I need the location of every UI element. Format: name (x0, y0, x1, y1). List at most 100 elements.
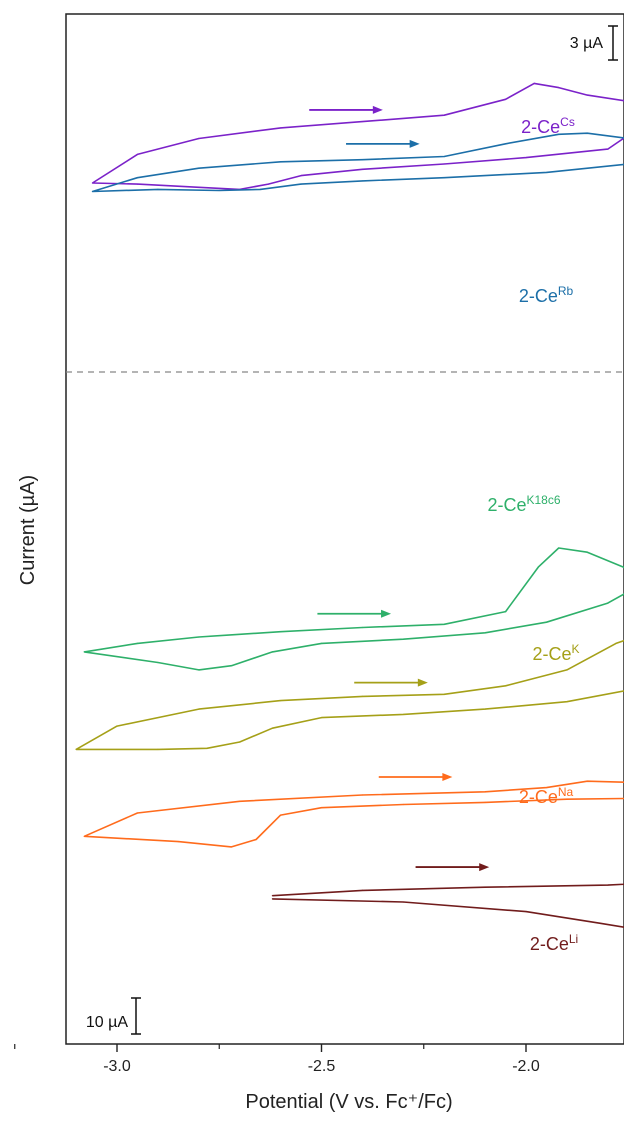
data-point (361, 180, 363, 182)
data-point (198, 636, 200, 638)
data-point (402, 713, 404, 716)
data-point (157, 188, 159, 190)
x-tick-label: -2.0 (512, 1058, 540, 1075)
trace-label: 2-CeLi (530, 932, 578, 954)
data-point (320, 717, 323, 719)
data-point (280, 127, 282, 129)
arrow-head (381, 609, 392, 618)
scale-bar-label: 10 µA (86, 1014, 128, 1031)
data-point (239, 741, 241, 743)
data-point (361, 695, 363, 698)
x-tick-label: -3.0 (103, 1058, 131, 1075)
data-point (361, 159, 363, 161)
data-point (361, 120, 363, 123)
data-point (239, 800, 241, 802)
data-point (198, 186, 200, 188)
arrow-head (417, 678, 428, 687)
x-axis: -3.0-2.5-2.0-1.5-1.0 (14, 1044, 540, 1075)
data-point (136, 177, 139, 179)
trace-label-base: 2-Ce (487, 495, 526, 515)
trace-k: 2-CeK (75, 639, 624, 751)
data-point (484, 632, 486, 634)
trace-label: 2-CeNa (519, 785, 574, 807)
data-point (230, 665, 233, 667)
data-point (83, 835, 85, 837)
data-point (566, 669, 568, 671)
data-point (533, 82, 535, 84)
trace-rb: 2-CeRb (91, 132, 624, 306)
data-point (177, 841, 179, 843)
data-point (566, 798, 568, 800)
data-point (206, 747, 208, 749)
data-point (607, 884, 609, 886)
data-point (504, 98, 507, 100)
trace-label: 2-CeK (532, 642, 579, 664)
trace-label-base: 2-Ce (532, 644, 571, 664)
data-point (255, 838, 257, 841)
data-point (443, 623, 445, 625)
data-point (271, 898, 274, 900)
trace-label-superscript: K (572, 642, 580, 656)
arrow-head (442, 772, 453, 781)
data-point (558, 133, 560, 135)
data-point (525, 157, 527, 159)
data-point (136, 183, 139, 185)
trace-label-superscript: Rb (558, 284, 574, 298)
trace-label: 2-CeCs (521, 115, 575, 137)
plot-frame (65, 13, 624, 1045)
data-point (230, 846, 233, 848)
data-point (280, 700, 282, 702)
data-point (271, 727, 274, 729)
data-point (607, 602, 609, 604)
data-point (157, 748, 159, 751)
data-point (615, 642, 617, 645)
trace-label: 2-CeRb (519, 284, 574, 306)
trace-label-superscript: Cs (560, 115, 575, 129)
data-point (484, 708, 486, 710)
data-point (504, 685, 507, 687)
x-tick-label: -2.5 (308, 1058, 336, 1075)
cv-curve (272, 883, 624, 928)
data-point (607, 148, 609, 150)
data-point (586, 551, 588, 553)
data-point (198, 708, 200, 710)
data-point (136, 812, 139, 814)
data-point (566, 701, 568, 703)
data-point (402, 803, 404, 806)
data-point (75, 748, 77, 751)
cv-curve (75, 639, 624, 751)
arrow-head (409, 139, 420, 148)
data-point (599, 922, 601, 924)
data-point (271, 895, 274, 897)
scale-bar-label: 3 µA (570, 35, 604, 52)
data-point (320, 807, 323, 809)
cv-curve (83, 780, 624, 848)
data-point (300, 183, 302, 185)
trace-k18c6: 2-CeK18c6 (83, 493, 624, 671)
data-point (116, 725, 118, 727)
data-point (136, 153, 139, 156)
data-point (443, 163, 445, 165)
data-point (545, 621, 548, 623)
trace-label-base: 2-Ce (519, 787, 558, 807)
data-point (136, 642, 139, 645)
trace-label-base: 2-Ce (530, 934, 569, 954)
data-point (586, 780, 588, 782)
data-point (484, 886, 486, 888)
data-point (198, 137, 200, 140)
arrow-head (372, 105, 383, 114)
data-point (267, 183, 269, 185)
data-point (280, 161, 282, 163)
data-point (525, 910, 527, 913)
data-point (198, 669, 200, 671)
trace-label-superscript: K18c6 (526, 493, 560, 507)
data-point (545, 786, 548, 789)
data-point (280, 814, 282, 816)
cv-curve (92, 82, 624, 191)
scale-bar-lower: 10 µA (86, 997, 141, 1035)
scale-bars: 3 µA 10 µA (86, 25, 618, 1035)
data-point (504, 143, 507, 145)
data-point (443, 693, 445, 695)
